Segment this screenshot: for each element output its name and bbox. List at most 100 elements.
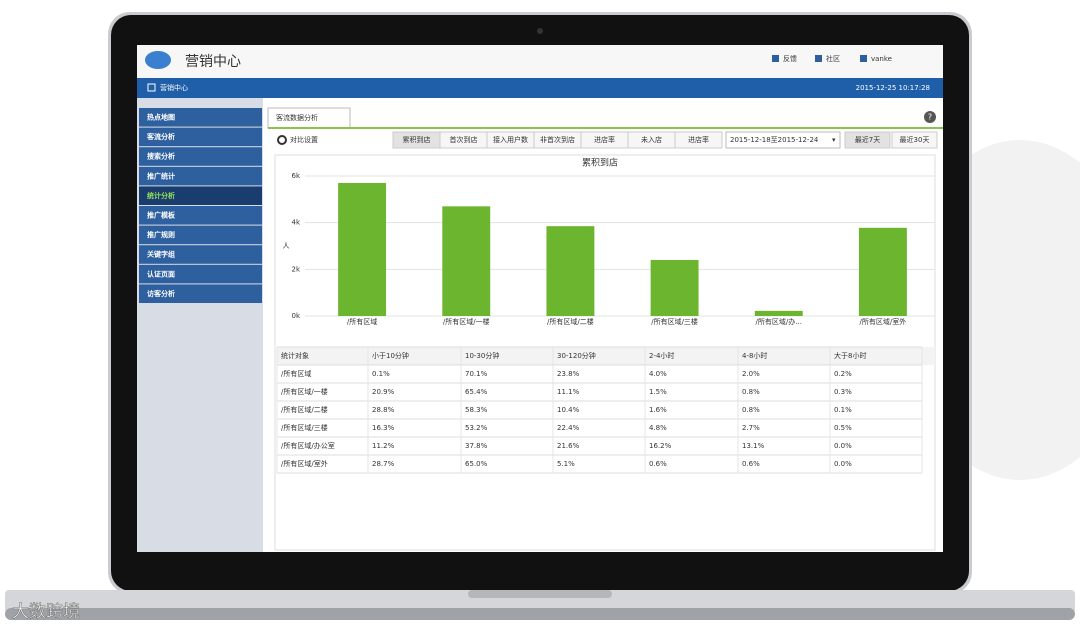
table-cell: 28.8% (372, 406, 395, 414)
nav-icon (147, 83, 156, 92)
y-tick-label: 4k (291, 219, 300, 227)
table-cell: 0.6% (649, 460, 667, 468)
table-cell: 20.9% (372, 388, 395, 396)
metric-button[interactable] (674, 131, 723, 149)
table-cell: 16.2% (649, 442, 672, 450)
table-cell: 23.8% (557, 370, 580, 378)
header-link[interactable]: vanke (871, 55, 892, 63)
table-cell: /所有区域/一楼 (281, 387, 328, 396)
metric-label: 接入用户数 (493, 135, 528, 144)
metric-label: 进店率 (594, 135, 615, 144)
table-cell: 10.4% (557, 406, 580, 414)
laptop-base-edge (5, 608, 1075, 620)
range-label: 最近7天 (855, 135, 880, 144)
link-icon[interactable] (860, 55, 867, 62)
app-title: 营销中心 (185, 54, 241, 70)
sidebar-label: 客流分析 (146, 132, 175, 141)
settings-icon[interactable] (277, 135, 287, 145)
header-link[interactable]: 反馈 (783, 54, 797, 63)
table-cell: /所有区域/办公室 (281, 441, 335, 450)
watermark: 大数跨境 (12, 602, 80, 622)
content (265, 98, 943, 552)
table-cell: 0.6% (742, 460, 760, 468)
sidebar-item[interactable] (139, 147, 262, 166)
sidebar-item[interactable] (139, 127, 262, 147)
table-cell: 2.0% (742, 370, 760, 378)
table-cell: /所有区域 (281, 369, 311, 378)
table-cell: 2.7% (742, 424, 760, 432)
metric-label: 累积到店 (403, 135, 431, 144)
header-link[interactable]: 社区 (826, 54, 840, 63)
sidebar-item[interactable] (139, 206, 262, 225)
bar (442, 206, 491, 316)
logo (145, 51, 171, 69)
x-tick-label: /所有区域/室外 (860, 317, 907, 326)
x-tick-label: /所有区域 (347, 317, 377, 326)
sidebar-label: 统计分析 (147, 191, 175, 200)
table-cell: 13.1% (742, 442, 765, 450)
table-header: 2-4小时 (649, 351, 674, 360)
table-cell: /所有区域/二楼 (281, 405, 328, 414)
help-icon[interactable] (924, 111, 936, 123)
help-glyph: ? (928, 113, 932, 122)
bar (754, 310, 803, 316)
sidebar-item[interactable] (139, 225, 262, 245)
table-header: 30-120分钟 (557, 351, 596, 360)
sidebar-item[interactable] (139, 264, 262, 284)
table-cell: 0.1% (834, 406, 852, 414)
table-cell: 4.8% (649, 424, 667, 432)
laptop-notch (468, 590, 612, 598)
bar (338, 183, 387, 316)
table-cell: 70.1% (465, 370, 488, 378)
table-header: 4-8小时 (742, 351, 767, 360)
sidebar-label: 推广模板 (147, 211, 176, 220)
sidebar-item[interactable] (139, 284, 262, 303)
x-tick-label: /所有区域/三楼 (651, 317, 698, 326)
table-cell: 0.0% (834, 442, 852, 450)
x-tick-label: /所有区域/办... (756, 317, 802, 326)
metric-label: 进店率 (688, 135, 709, 144)
metric-label: 首次到店 (450, 135, 478, 144)
link-icon[interactable] (815, 55, 822, 62)
table-cell: 0.3% (834, 388, 852, 396)
table-header: 10-30分钟 (465, 351, 499, 360)
table-cell: 65.0% (465, 460, 488, 468)
table-cell: /所有区域/室外 (281, 459, 328, 468)
table-cell: 65.4% (465, 388, 488, 396)
app-header (137, 45, 943, 78)
sidebar-label: 关键字组 (147, 250, 175, 259)
navbar (137, 78, 943, 98)
table-cell: 0.2% (834, 370, 852, 378)
table-cell: 11.1% (557, 388, 580, 396)
chart-title: 累积到店 (582, 157, 618, 169)
settings-label[interactable]: 对比设置 (290, 135, 318, 144)
table-cell: 22.4% (557, 424, 580, 432)
sidebar-item[interactable] (139, 166, 262, 186)
sidebar (137, 98, 263, 552)
table-header: 统计对象 (281, 351, 309, 360)
table-cell: 1.6% (649, 406, 667, 414)
metric-label: 未入店 (641, 135, 662, 144)
table-cell: 1.5% (649, 388, 667, 396)
range-button[interactable] (891, 131, 938, 149)
navbar-title: 营销中心 (160, 83, 188, 92)
bar (650, 260, 699, 316)
table-cell: 16.3% (372, 424, 395, 432)
camera (537, 28, 543, 34)
sidebar-label: 热点地图 (147, 113, 175, 122)
sidebar-item[interactable] (139, 108, 262, 127)
link-icon[interactable] (772, 55, 779, 62)
sidebar-label: 搜索分析 (147, 152, 175, 161)
table-cell: 11.2% (372, 442, 395, 450)
range-button[interactable] (844, 131, 891, 149)
bar (858, 227, 907, 316)
date-picker[interactable] (725, 131, 841, 149)
sidebar-item[interactable] (139, 245, 262, 264)
y-tick-label: 6k (291, 172, 300, 180)
sidebar-label: 访客分析 (147, 289, 175, 298)
date-range: 2015-12-18至2015-12-24 (730, 136, 819, 144)
sidebar-item[interactable] (139, 186, 262, 205)
y-tick-label: 0k (291, 312, 300, 320)
x-tick-label: /所有区域/一楼 (443, 317, 490, 326)
